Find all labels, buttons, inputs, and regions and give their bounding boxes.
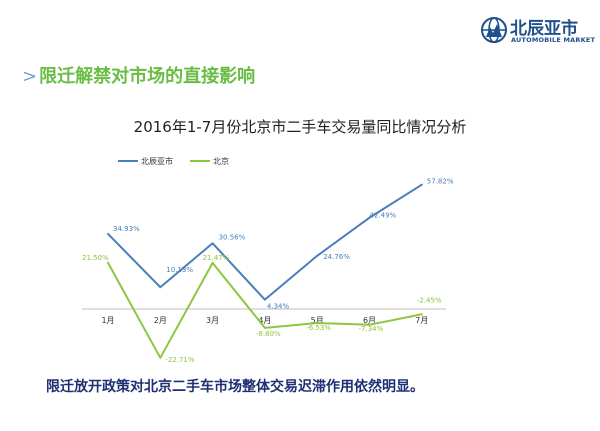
logo-subtitle: AUTOMOBILE MARKET xyxy=(511,36,596,44)
bottom-note: 限迁放开政策对北京二手车市场整体交易迟滞作用依然明显。 xyxy=(46,379,424,395)
chart-title: 2016年1-7月份北京市二手车交易量同比情况分析 xyxy=(133,118,467,136)
x-tick-label: 5月 xyxy=(311,316,324,325)
data-label: -2.45% xyxy=(417,296,442,304)
x-tick-label: 1月 xyxy=(101,316,114,325)
legend-label: 北辰亚市 xyxy=(141,156,173,166)
data-label: 57.82% xyxy=(427,178,454,186)
data-label: 42.49% xyxy=(370,212,397,220)
logo: 北辰亚市 AUTOMOBILE MARKET xyxy=(480,14,596,48)
x-tick-label: 3月 xyxy=(206,316,219,325)
data-label: 24.76% xyxy=(323,253,350,261)
x-tick-label: 6月 xyxy=(363,316,376,325)
series-line xyxy=(107,261,423,359)
logo-name: 北辰亚市 xyxy=(510,19,578,39)
x-tick-label: 7月 xyxy=(415,316,428,325)
data-label: -6.53% xyxy=(306,324,331,332)
heading-marker: > xyxy=(22,66,38,87)
heading-text: 限迁解禁对市场的直接影响 xyxy=(39,66,256,87)
data-label: 21.47% xyxy=(203,254,230,262)
data-label: -7.34% xyxy=(359,325,384,333)
x-tick-label: 4月 xyxy=(258,316,271,325)
data-label: 30.56% xyxy=(219,233,246,241)
section-heading: > 限迁解禁对市场的直接影响 xyxy=(22,62,255,88)
data-label: -8.80% xyxy=(256,330,281,338)
data-label: 21.50% xyxy=(82,254,109,262)
legend-label: 北京 xyxy=(213,156,229,166)
series-line xyxy=(107,183,423,301)
data-label: 10.13% xyxy=(166,266,193,274)
data-label: 34.93% xyxy=(113,225,140,233)
globe-icon xyxy=(481,17,507,43)
data-label: -22.71% xyxy=(165,356,195,364)
data-label: 4.34% xyxy=(267,303,290,311)
x-tick-label: 2月 xyxy=(154,316,167,325)
